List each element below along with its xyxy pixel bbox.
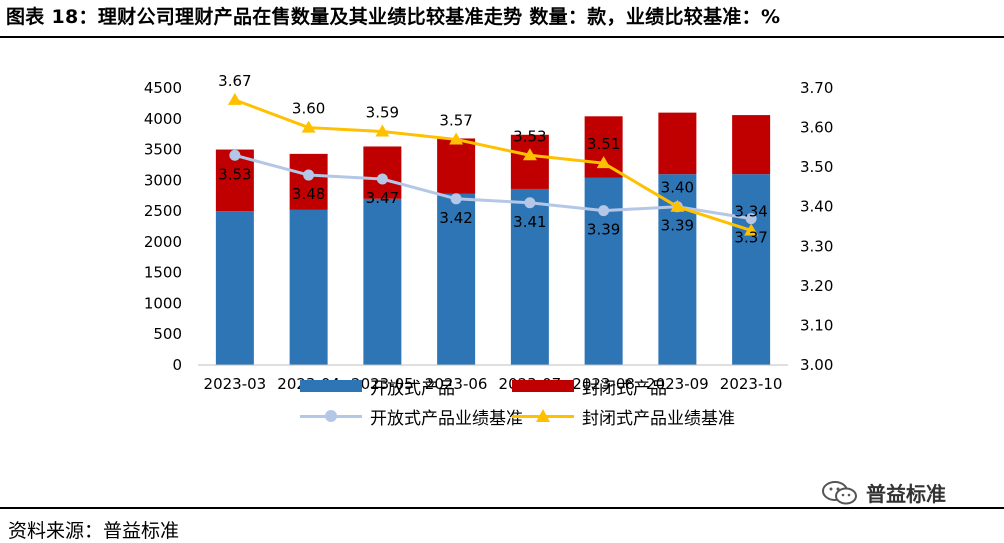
closed-benchmark-label: 3.51: [587, 135, 620, 153]
open-benchmark-point: [524, 197, 536, 209]
closed-benchmark-point: [227, 92, 242, 105]
line-series: [227, 92, 759, 236]
left-tick-label: 500: [153, 325, 182, 343]
left-tick-label: 2000: [144, 233, 182, 251]
chart-area: 0 500 1000 1500 2000 2500 3000 3500 4000 4500 3.0…: [0, 38, 1004, 506]
right-tick-label: 3.30: [800, 237, 833, 255]
data-labels: 3.67 3.60 3.59 3.57 3.53 3.51 3.40 3.34 3.53 3.48…: [218, 72, 768, 247]
wechat-icon: [822, 480, 857, 504]
legend-label-open: 开放式产品: [370, 378, 455, 399]
open-benchmark-point: [303, 169, 315, 181]
left-y-axis: 0 500 1000 1500 2000 2500 3000 3500 4000 4500: [144, 79, 182, 374]
left-tick-label: 0: [172, 356, 182, 374]
bar-open: [215, 211, 254, 365]
left-tick-label: 2500: [144, 202, 182, 220]
closed-benchmark-point: [449, 132, 464, 145]
open-benchmark-label: 3.47: [366, 189, 399, 207]
open-benchmark-point: [745, 213, 757, 225]
figure-title: 图表 18：理财公司理财产品在售数量及其业绩比较基准走势 数量：款，业绩比较基准…: [6, 6, 781, 28]
watermark: 普益标准: [820, 478, 946, 507]
x-tick-label: 2023-09: [646, 375, 709, 393]
bar-closed: [363, 146, 402, 199]
left-tick-label: 4000: [144, 110, 182, 128]
source-note: 资料来源：普益标准: [8, 520, 180, 542]
open-benchmark-label: 3.37: [734, 229, 767, 247]
open-benchmark-label: 3.39: [661, 217, 694, 235]
legend-label-open-benchmark: 开放式产品业绩基准: [370, 408, 523, 429]
legend-line-open-benchmark: [300, 404, 362, 428]
legend-item-open-benchmark: 开放式产品业绩基准: [300, 404, 523, 429]
figure-header: 图表 18：理财公司理财产品在售数量及其业绩比较基准走势 数量：款，业绩比较基准…: [0, 0, 1004, 34]
left-tick-label: 1500: [144, 264, 182, 282]
legend-swatch-closed: [512, 380, 574, 392]
left-tick-label: 4500: [144, 79, 182, 97]
closed-benchmark-label: 3.59: [366, 104, 399, 122]
closed-benchmark-point: [596, 156, 611, 169]
closed-benchmark-point: [301, 120, 316, 133]
bar-open: [437, 193, 476, 365]
bar-series: [215, 112, 771, 365]
closed-benchmark-label: 3.40: [661, 179, 694, 197]
open-benchmark-line: [234, 153, 752, 221]
right-tick-label: 3.00: [800, 356, 833, 374]
legend-item-open: 开放式产品: [300, 374, 455, 399]
bar-closed: [437, 138, 476, 194]
bar-closed: [658, 112, 697, 175]
combo-chart: 0 500 1000 1500 2000 2500 3000 3500 4000 4500 3.0…: [144, 72, 834, 393]
open-benchmark-label: 3.53: [218, 165, 251, 183]
bar-open: [732, 174, 771, 365]
bottom-rule: [0, 507, 1004, 509]
legend-item-closed-benchmark: 封闭式产品业绩基准: [512, 404, 735, 429]
open-benchmark-label: 3.41: [513, 213, 546, 231]
watermark-text: 普益标准: [866, 482, 946, 506]
right-tick-label: 3.20: [800, 277, 833, 295]
legend-item-closed: 封闭式产品: [512, 374, 667, 399]
right-y-axis: 3.00 3.10 3.20 3.30 3.40 3.50 3.60 3.70: [800, 79, 833, 374]
right-tick-label: 3.40: [800, 198, 833, 216]
legend-label-closed-benchmark: 封闭式产品业绩基准: [582, 408, 735, 429]
open-benchmark-label: 3.39: [587, 221, 620, 239]
open-benchmark-point: [598, 205, 610, 217]
bar-open: [510, 188, 549, 365]
legend-swatch-open: [300, 380, 362, 392]
open-benchmark-point: [450, 193, 462, 205]
open-benchmark-label: 3.48: [292, 185, 325, 203]
right-tick-label: 3.60: [800, 119, 833, 137]
closed-benchmark-label: 3.57: [439, 111, 472, 129]
bar-closed: [510, 134, 549, 189]
right-tick-label: 3.10: [800, 316, 833, 334]
legend-line-closed-benchmark: [512, 404, 574, 428]
right-tick-label: 3.50: [800, 158, 833, 176]
closed-benchmark-point: [522, 148, 537, 161]
closed-benchmark-label: 3.60: [292, 100, 325, 118]
bar-closed: [732, 115, 771, 175]
closed-benchmark-point: [375, 124, 390, 137]
top-rule: [0, 36, 1004, 38]
bar-open: [289, 209, 328, 365]
open-benchmark-point: [376, 173, 388, 185]
chart-legend: 开放式产品 封闭式产品 开放式产品业绩基准 封闭式产品业绩基准: [300, 374, 770, 450]
closed-benchmark-label: 3.34: [734, 202, 767, 220]
closed-benchmark-point: [744, 223, 759, 236]
open-benchmark-point: [229, 149, 241, 161]
legend-label-closed: 封闭式产品: [582, 378, 667, 399]
left-tick-label: 3500: [144, 141, 182, 159]
closed-benchmark-point: [670, 199, 685, 212]
bar-closed: [289, 153, 328, 210]
right-tick-label: 3.70: [800, 79, 833, 97]
closed-benchmark-line: [234, 98, 752, 232]
bar-open: [363, 198, 402, 365]
left-tick-label: 1000: [144, 294, 182, 312]
x-tick-label: 2023-03: [204, 375, 267, 393]
left-tick-label: 3000: [144, 171, 182, 189]
x-tick-label: 2023-08: [572, 375, 635, 393]
x-tick-label: 2023-10: [720, 375, 783, 393]
x-tick-label: 2023-05: [351, 375, 414, 393]
closed-benchmark-label: 3.53: [513, 127, 546, 145]
closed-benchmark-label: 3.67: [218, 72, 251, 90]
x-tick-label: 2023-06: [425, 375, 488, 393]
open-benchmark-label: 3.42: [439, 209, 472, 227]
